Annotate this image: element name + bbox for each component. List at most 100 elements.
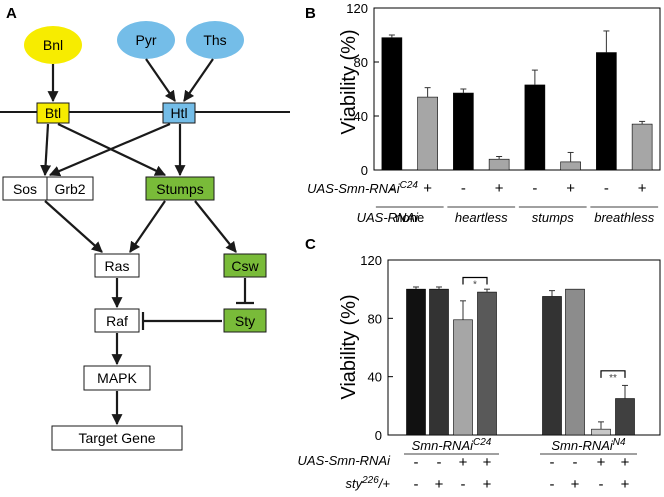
btl-box <box>36 102 70 124</box>
chart-b-smn-value: + <box>566 180 575 197</box>
stumps-node: Stumps <box>145 176 215 201</box>
chart-b-bar <box>560 161 581 171</box>
chart-c-smn-value: - <box>550 454 555 471</box>
chart-b-bar <box>453 92 474 171</box>
chart-b-smn-value: - <box>461 180 466 197</box>
chart-b-row-labels: UAS-Smn-RNAiC24 UAS-RNAi <box>307 180 419 225</box>
chart-c-significance-bracket <box>462 276 488 285</box>
chart-b-smn-value: + <box>638 180 647 197</box>
csw-label: Csw <box>231 258 259 274</box>
arrow-grb2-ras <box>44 200 103 253</box>
chart-b-group-label: stumps <box>532 210 574 225</box>
chart-c-sty-value: + <box>571 476 580 492</box>
chart-b-group-label: heartless <box>455 210 508 225</box>
chart-c-smn-value: + <box>483 454 492 471</box>
chart-c-ylabel: Viability (%) <box>338 294 360 399</box>
chart-b-group-label: breathless <box>594 210 654 225</box>
chart-c-sty-value: - <box>599 476 604 492</box>
chart-c-group-label: Smn-RNAiN4 <box>551 437 626 453</box>
chart-b-ylabel: Viability (%) <box>338 29 360 134</box>
arrow-stumps-csw <box>194 200 237 253</box>
chart-c-smn-value: + <box>621 454 630 471</box>
chart-c-ytick-label: 120 <box>360 253 382 268</box>
htl-box <box>162 102 196 124</box>
raf-box <box>94 308 140 333</box>
csw-box <box>223 253 267 278</box>
chart-c-significance-label: ** <box>609 373 617 384</box>
chart-c-sty-value: + <box>621 476 630 492</box>
chart-c-row-labels: UAS-Smn-RNAi sty226/+ <box>298 453 392 491</box>
bnl-label: Bnl <box>43 37 63 53</box>
chart-b-bar <box>524 84 546 171</box>
stumps-label: Stumps <box>156 181 203 197</box>
raf-node: Raf <box>94 308 140 333</box>
chart-b-frame <box>373 7 661 171</box>
bnl-node: Bnl <box>24 26 82 64</box>
chart-c-ytick-label: 80 <box>368 311 382 326</box>
chart-b-row-smn-label: UAS-Smn-RNAiC24 <box>307 180 418 196</box>
panel-a-letter: A <box>6 5 17 22</box>
chart-b-smn-value: + <box>423 180 432 197</box>
panel-b: B Viability (%) 0 40 80 120 - + - + - + - + none hear… <box>305 1 661 225</box>
chart-c-smn-value: - <box>573 454 578 471</box>
mapk-box <box>83 365 151 391</box>
htl-node: Htl <box>162 102 196 124</box>
chart-c-group-label: Smn-RNAiC24 <box>412 437 492 453</box>
sos-label: Sos <box>13 181 37 197</box>
chart-c-ytick-label: 0 <box>375 428 382 443</box>
chart-b-ytick-label: 0 <box>361 163 368 178</box>
chart-c-bar <box>477 291 497 436</box>
target-gene-label: Target Gene <box>78 430 155 446</box>
chart-c-bar <box>615 398 635 436</box>
chart-c-frame <box>387 259 661 436</box>
grb2-label: Grb2 <box>54 181 85 197</box>
pyr-node: Pyr <box>117 21 175 59</box>
chart-b-row-rnai-label: UAS-RNAi <box>357 210 420 225</box>
chart-b-group-label: none <box>395 210 424 225</box>
pyr-ellipse <box>117 21 175 59</box>
bnl-ellipse <box>24 26 82 64</box>
chart-b-ytick-label: 40 <box>354 109 368 124</box>
sty-node: Sty <box>223 308 267 333</box>
chart-c-bar <box>565 288 585 436</box>
chart-b-bar <box>381 37 403 171</box>
ras-label: Ras <box>105 258 130 274</box>
raf-label: Raf <box>106 313 128 329</box>
btl-node: Btl <box>36 102 70 124</box>
chart-c-significance-bracket <box>600 370 626 378</box>
ths-ellipse <box>186 21 244 59</box>
target-gene-node: Target Gene <box>51 425 183 451</box>
sty-box <box>223 308 267 333</box>
btl-label: Btl <box>45 105 61 121</box>
chart-c-bar <box>406 288 426 436</box>
chart-b-smn-value: - <box>389 180 394 197</box>
csw-node: Csw <box>223 253 267 278</box>
chart-b-bar <box>488 158 510 171</box>
chart-c-sty-value: - <box>461 476 466 492</box>
target-gene-box <box>51 425 183 451</box>
chart-b-smn-value: - <box>604 180 609 197</box>
panel-c-letter: C <box>305 236 316 253</box>
pathway-arrows <box>40 58 254 426</box>
chart-b-bar <box>631 123 653 171</box>
chart-c-smn-value: - <box>437 454 442 471</box>
chart-b-bar <box>417 96 438 171</box>
chart-c-smn-value: - <box>414 454 419 471</box>
htl-label: Htl <box>170 105 187 121</box>
chart-b-smn-value: - <box>532 180 537 197</box>
chart-b-ytick-label: 120 <box>346 1 368 16</box>
chart-c-smn-value: + <box>459 454 468 471</box>
sty-label: Sty <box>235 313 255 329</box>
chart-c-sty-value: + <box>435 476 444 492</box>
ths-node: Ths <box>186 21 244 59</box>
chart-c-sty-value: - <box>550 476 555 492</box>
chart-c-ytick-label: 40 <box>368 370 382 385</box>
chart-c-row-sty-label: sty226/+ <box>345 475 390 491</box>
chart-c-sty-value: + <box>483 476 492 492</box>
sos-grb2-node: Sos Grb2 <box>2 176 94 201</box>
chart-c-bar <box>453 319 473 436</box>
panel-a: A Bnl Pyr Ths Btl Htl Sos <box>0 5 290 451</box>
chart-c-bar <box>542 296 562 436</box>
